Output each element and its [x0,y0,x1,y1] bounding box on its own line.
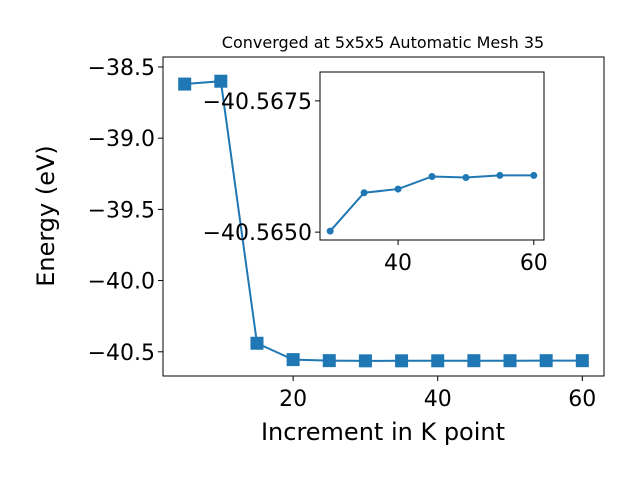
main-x-axis: 20 40 60 [279,376,596,412]
main-data-point [178,77,192,91]
x-axis-label: Increment in K point [261,418,505,446]
inset-x-tick-label: 60 [520,251,548,276]
main-y-tick-label: −39.5 [88,198,155,223]
main-y-tick-label: −38.5 [88,56,155,81]
main-data-point [214,74,228,88]
inset-y-tick-label: −40.5675 [203,90,312,115]
main-y-axis: −38.5 −39.0 −39.5 −40.0 −40.5 [88,56,163,366]
main-data-point [395,354,409,368]
inset-plot-frame [319,71,545,241]
chart-title: Converged at 5x5x5 Automatic Mesh 35 [222,33,544,52]
main-y-tick-label: −40.0 [88,270,155,295]
inset-y-tick-label: −40.5650 [203,221,312,246]
inset-plot: −40.5675 −40.5650 40 60 [203,71,548,276]
main-x-tick-label: 40 [424,387,452,412]
inset-data-point [394,185,402,193]
main-data-point [286,353,300,367]
inset-data-point [360,189,368,197]
inset-y-axis: −40.5675 −40.5650 [203,90,320,246]
main-x-tick-label: 20 [279,387,307,412]
main-series [178,74,589,368]
inset-data-point [530,171,538,179]
main-data-point [358,354,372,368]
inset-data-point [462,174,470,182]
main-data-point [467,354,481,368]
main-x-tick-label: 60 [568,387,596,412]
main-y-tick-label: −39.0 [88,127,155,152]
inset-x-tick-label: 40 [384,251,412,276]
main-y-tick-label: −40.5 [88,341,155,366]
inset-data-point [428,172,436,180]
y-axis-label: Energy (eV) [32,145,60,287]
main-data-point [539,354,553,368]
inset-series [326,171,538,235]
main-data-point [431,354,445,368]
main-data-point [503,354,517,368]
main-data-point [575,354,589,368]
inset-data-point [496,171,504,179]
main-data-point [322,354,336,368]
inset-x-axis: 40 60 [384,240,548,276]
inset-data-point [326,227,334,235]
main-data-point [250,336,264,350]
